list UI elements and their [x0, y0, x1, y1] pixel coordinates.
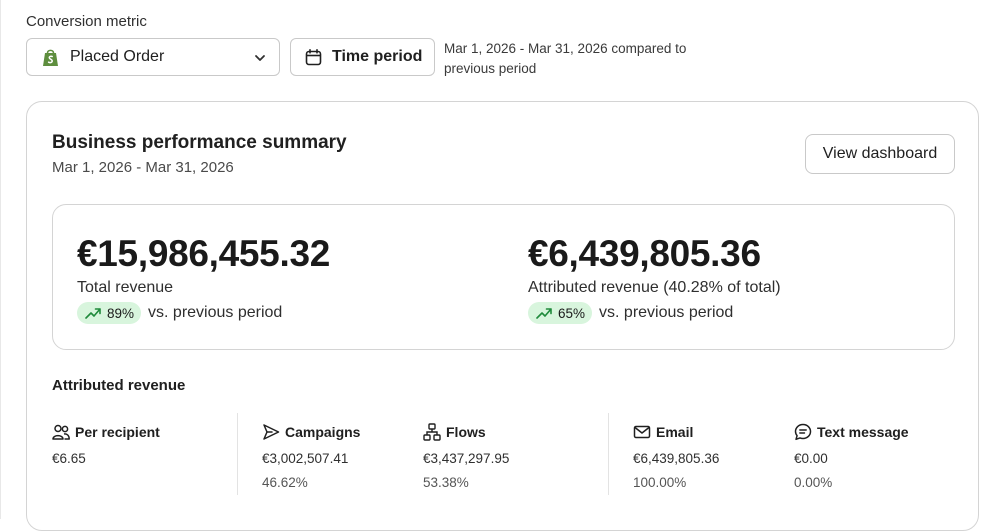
attributed-revenue-value: €6,439,805.36	[528, 233, 761, 274]
total-revenue-value: €15,986,455.32	[77, 233, 330, 274]
attributed-revenue-heading: Attributed revenue	[52, 377, 186, 394]
chevron-down-icon	[253, 51, 267, 65]
stat-divider	[608, 413, 609, 495]
conversion-metric-value: Placed Order	[70, 48, 165, 65]
campaigns-stat: Campaigns €3,002,507.41 46.62%	[262, 422, 360, 490]
change-value: 89%	[107, 305, 135, 321]
trend-up-icon	[536, 307, 552, 319]
stat-divider	[237, 413, 238, 495]
revenue-summary-box: €15,986,455.32 Total revenue 89% vs. pre…	[52, 204, 955, 350]
total-revenue-change: 89% vs. previous period	[77, 302, 282, 324]
view-dashboard-button[interactable]: View dashboard	[805, 134, 955, 174]
text-message-value: €0.00	[794, 451, 828, 466]
envelope-icon	[633, 423, 651, 441]
people-icon	[52, 423, 70, 441]
attributed-revenue-label: Attributed revenue (40.28% of total)	[528, 279, 781, 296]
email-percent: 100.00%	[633, 475, 687, 490]
chat-bubble-icon	[794, 423, 812, 441]
vs-label: vs. previous period	[599, 304, 734, 321]
per-recipient-stat: Per recipient €6.65	[52, 422, 160, 466]
card-title: Business performance summary	[52, 132, 347, 153]
time-period-button[interactable]: Time period	[290, 38, 435, 76]
email-stat: Email €6,439,805.36 100.00%	[633, 422, 719, 490]
total-revenue-label: Total revenue	[77, 279, 174, 296]
flows-label: Flows	[446, 424, 486, 440]
email-label: Email	[656, 424, 694, 440]
per-recipient-label: Per recipient	[75, 424, 160, 440]
time-period-label: Time period	[332, 48, 423, 65]
per-recipient-value: €6.65	[52, 451, 86, 466]
attributed-revenue-change: 65% vs. previous period	[528, 302, 733, 324]
campaigns-percent: 46.62%	[262, 475, 308, 490]
text-message-label: Text message	[817, 424, 909, 440]
email-value: €6,439,805.36	[633, 451, 720, 466]
shopify-icon	[42, 48, 59, 67]
flows-stat: Flows €3,437,297.95 53.38%	[423, 422, 509, 490]
flows-value: €3,437,297.95	[423, 451, 510, 466]
campaigns-value: €3,002,507.41	[262, 451, 349, 466]
send-icon	[262, 423, 280, 441]
trend-up-icon	[85, 307, 101, 319]
period-description: Mar 1, 2026 - Mar 31, 2026 compared to p…	[444, 41, 687, 76]
left-divider	[0, 0, 1, 519]
flows-percent: 53.38%	[423, 475, 469, 490]
change-badge: 89%	[77, 302, 142, 324]
vs-label: vs. previous period	[148, 304, 283, 321]
business-performance-card: Business performance summary Mar 1, 2026…	[26, 101, 979, 531]
text-message-stat: Text message €0.00 0.00%	[794, 422, 909, 490]
change-badge: 65%	[528, 302, 593, 324]
text-message-percent: 0.00%	[794, 475, 833, 490]
card-date-range: Mar 1, 2026 - Mar 31, 2026	[52, 159, 234, 176]
calendar-icon	[305, 48, 322, 66]
change-value: 65%	[558, 305, 586, 321]
campaigns-label: Campaigns	[285, 424, 361, 440]
flow-icon	[423, 423, 441, 441]
conversion-metric-select[interactable]: Placed Order	[26, 38, 280, 76]
conversion-metric-label: Conversion metric	[26, 13, 147, 30]
